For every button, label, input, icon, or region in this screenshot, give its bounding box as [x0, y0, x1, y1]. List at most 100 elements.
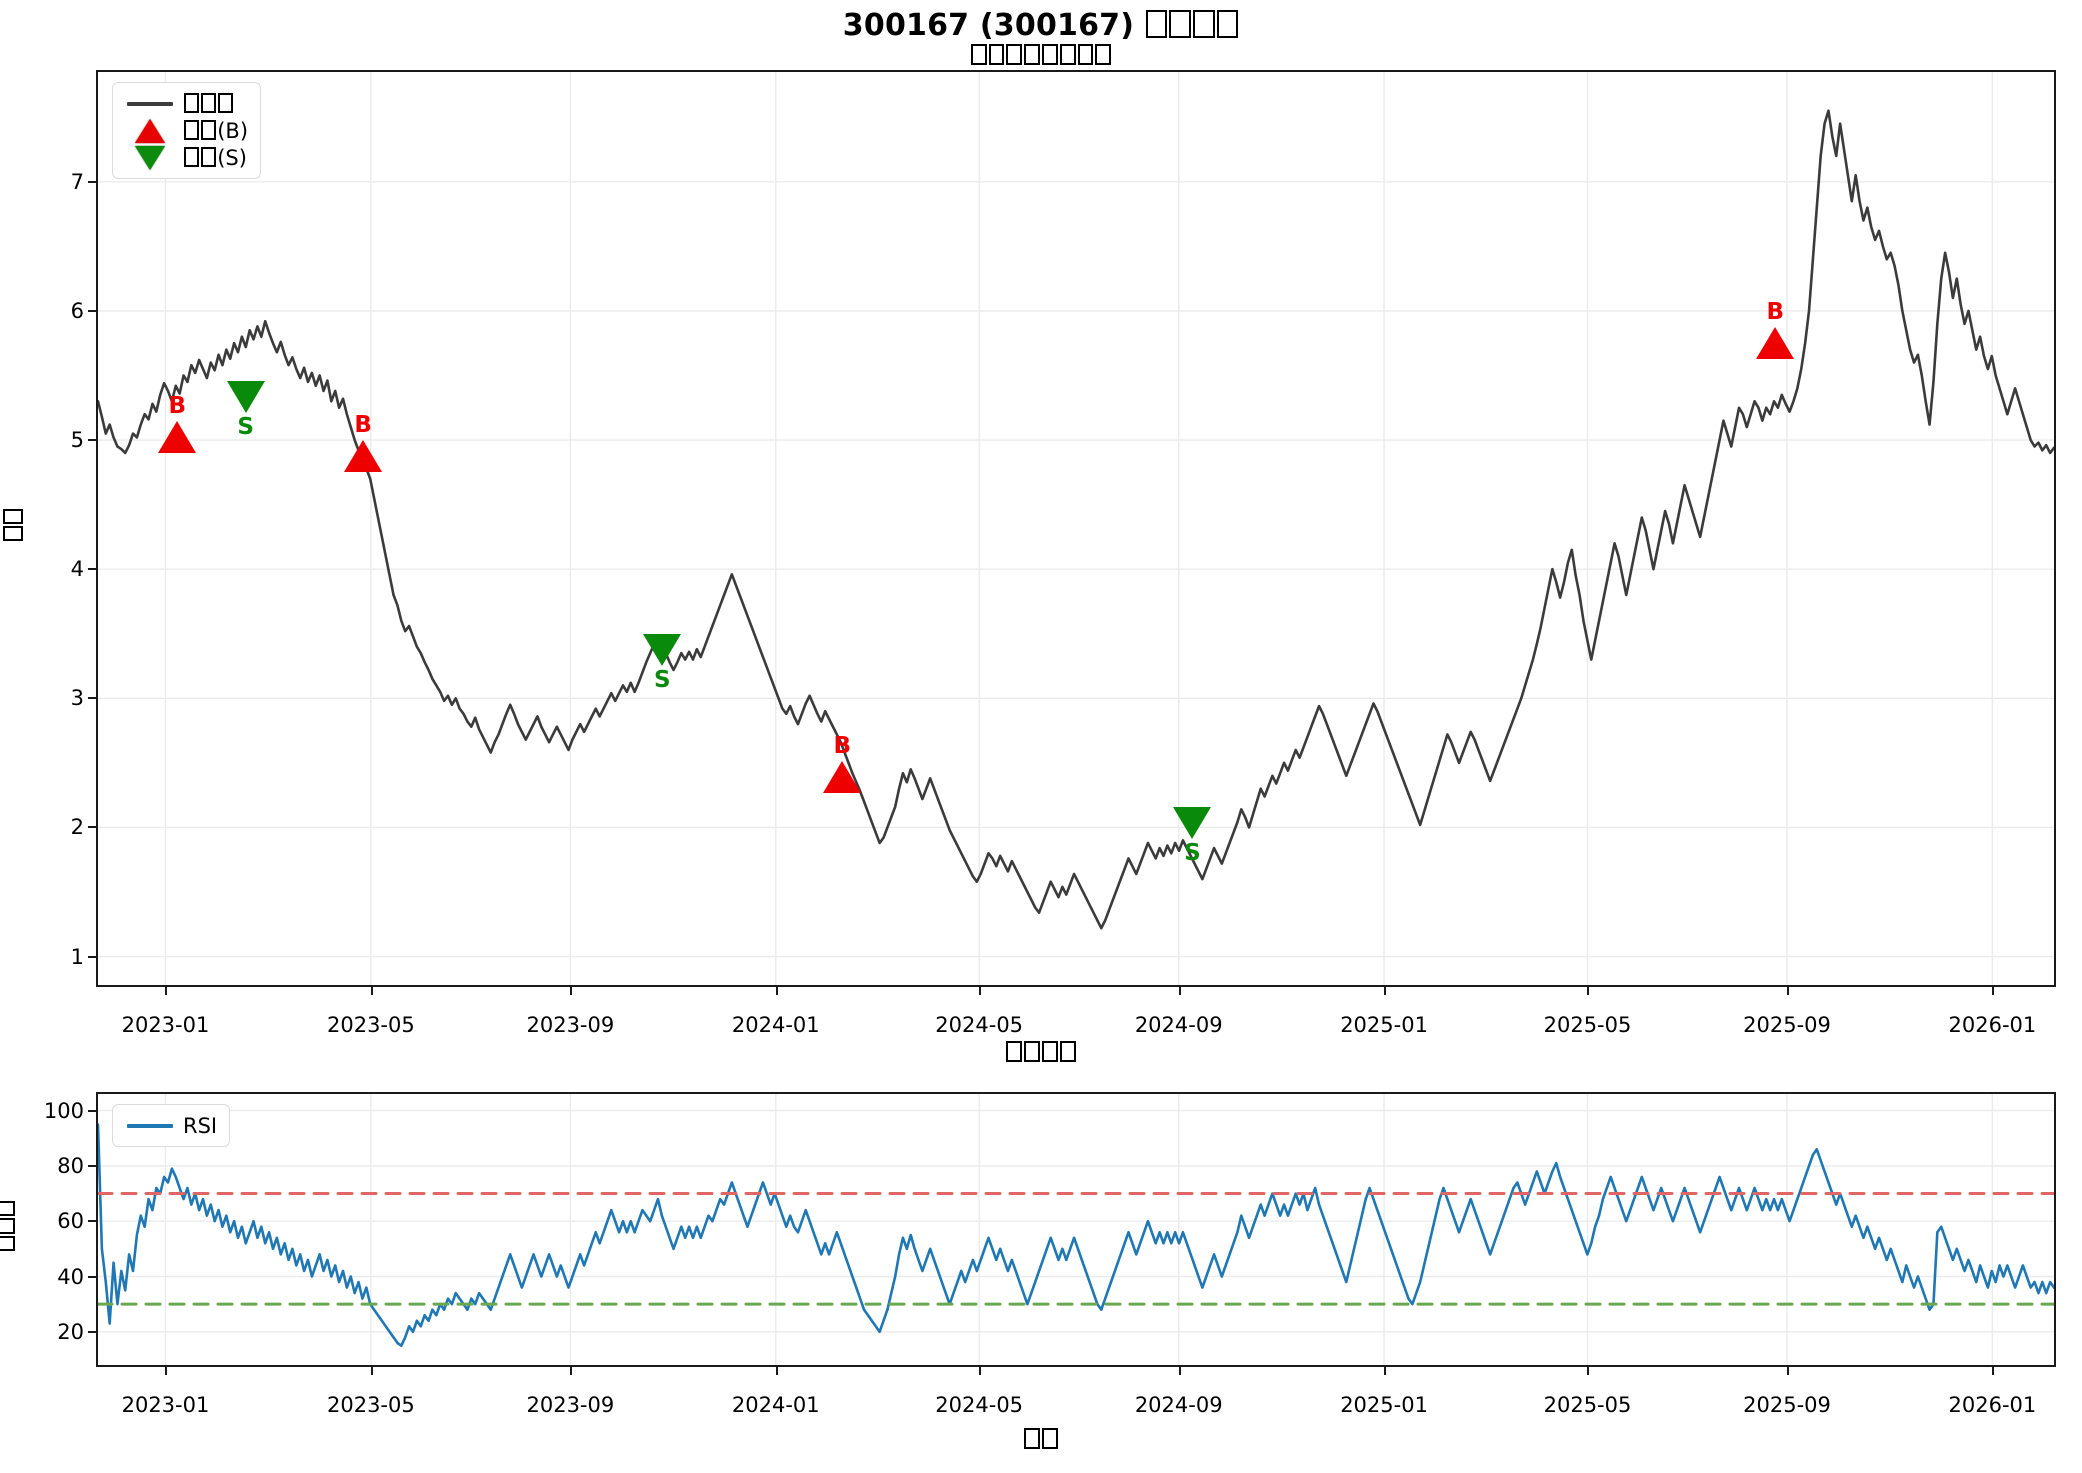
- price-y-tick: 7: [70, 169, 84, 194]
- rsi-x-tick-mark: [165, 1367, 168, 1375]
- rsi-y-tick-mark: [88, 1220, 96, 1223]
- rsi-y-tick: 100: [43, 1098, 84, 1123]
- price-y-tick-mark: [88, 826, 96, 829]
- legend-item-close: [123, 90, 248, 117]
- rsi-x-tick-mark: [1384, 1367, 1387, 1375]
- page-title-suffix: [1145, 8, 1239, 43]
- legend-label-sell: [183, 146, 217, 170]
- triangle-up-icon: [1756, 326, 1795, 359]
- close-line-icon: [123, 101, 177, 106]
- rsi-y-tick: 20: [57, 1319, 84, 1344]
- triangle-down-icon: [643, 634, 682, 667]
- price-x-tick-mark: [1178, 987, 1181, 995]
- rsi-x-tick: 2025-09: [1743, 1393, 1831, 1417]
- price-y-tick-mark: [88, 568, 96, 571]
- triangle-down-icon: [1173, 807, 1212, 840]
- page-subtitle-text: [970, 44, 1113, 69]
- price-x-tick-mark: [1992, 987, 1995, 995]
- sell-marker-label: S: [237, 414, 255, 441]
- sell-marker-label: S: [1184, 840, 1201, 867]
- rsi-legend: RSI: [112, 1104, 231, 1147]
- rsi-x-tick-mark: [1787, 1367, 1789, 1375]
- rsi-x-tick-mark: [370, 1367, 373, 1375]
- sell-marker-label: S: [654, 667, 671, 694]
- price-y-tick: 5: [70, 428, 84, 453]
- rsi-y-tick: 80: [57, 1153, 84, 1178]
- rsi-panel-title: [0, 1041, 2082, 1066]
- price-y-tick-mark: [88, 180, 96, 183]
- buy-marker-label: B: [168, 393, 187, 420]
- price-chart-axes: B S B S B S B: [96, 70, 2056, 987]
- price-x-tick: 2024-01: [731, 1013, 820, 1037]
- legend-item-buy: (B): [123, 117, 248, 144]
- rsi-x-tick: 2023-09: [526, 1393, 615, 1417]
- price-y-tick: 4: [70, 557, 84, 582]
- price-y-tick-mark: [88, 439, 96, 442]
- rsi-y-tick-mark: [88, 1330, 96, 1333]
- price-y-tick: 6: [70, 298, 84, 323]
- buy-marker-label: B: [833, 732, 852, 759]
- price-legend: (B) (S): [112, 82, 262, 179]
- rsi-x-tick: 2024-01: [731, 1393, 820, 1417]
- price-y-tick-mark: [88, 309, 96, 312]
- rsi-line-icon: [123, 1123, 177, 1128]
- rsi-x-tick-mark: [1178, 1367, 1181, 1375]
- rsi-x-tick: 2026-01: [1948, 1393, 2037, 1417]
- triangle-up-icon: [344, 440, 383, 473]
- price-y-tick-mark: [88, 697, 96, 700]
- legend-label-sell-suffix: (S): [217, 145, 247, 170]
- buy-marker-label: B: [354, 412, 372, 439]
- price-x-tick-mark: [570, 987, 573, 995]
- legend-item-sell: (S): [123, 144, 248, 171]
- rsi-x-tick-mark: [1587, 1367, 1590, 1375]
- legend-label-buy: [183, 119, 217, 143]
- page-title-code: 300167 (300167): [842, 8, 1135, 43]
- price-x-tick-mark: [165, 987, 168, 995]
- price-x-tick-mark: [979, 987, 982, 995]
- triangle-down-icon: [123, 145, 177, 170]
- rsi-x-tick-mark: [979, 1367, 982, 1375]
- price-x-tick-mark: [1787, 987, 1789, 995]
- price-y-tick-mark: [88, 955, 96, 958]
- rsi-x-tick-mark: [570, 1367, 573, 1375]
- rsi-x-tick: 2023-05: [326, 1393, 415, 1417]
- legend-label-close: [183, 92, 234, 116]
- rsi-x-tick: 2025-05: [1543, 1393, 1632, 1417]
- price-x-tick: 2023-01: [121, 1013, 210, 1037]
- price-x-tick: 2024-09: [1134, 1013, 1223, 1037]
- rsi-y-tick: 40: [57, 1264, 84, 1289]
- rsi-chart-axes: [96, 1092, 2056, 1367]
- price-x-tick: 2025-01: [1340, 1013, 1428, 1037]
- price-plot-area: [98, 72, 2054, 985]
- rsi-x-tick-mark: [1992, 1367, 1995, 1375]
- price-x-tick: 2025-09: [1743, 1013, 1831, 1037]
- price-x-tick: 2024-05: [935, 1013, 1024, 1037]
- price-x-tick-mark: [775, 987, 778, 995]
- rsi-x-tick: 2025-01: [1340, 1393, 1428, 1417]
- price-y-tick: 3: [70, 686, 84, 711]
- rsi-x-tick: 2024-09: [1134, 1393, 1223, 1417]
- price-y-tick: 2: [70, 815, 84, 840]
- triangle-down-icon: [226, 381, 265, 414]
- rsi-plot-area: [98, 1094, 2054, 1365]
- legend-label-buy-suffix: (B): [217, 118, 249, 143]
- rsi-y-tick-mark: [88, 1275, 96, 1278]
- rsi-x-tick-mark: [775, 1367, 778, 1375]
- triangle-up-icon: [158, 421, 197, 454]
- legend-label-rsi: RSI: [183, 1113, 218, 1138]
- price-x-tick-mark: [1587, 987, 1590, 995]
- page-subtitle: [0, 44, 2082, 69]
- triangle-up-icon: [123, 118, 177, 143]
- price-y-tick: 1: [70, 944, 84, 969]
- legend-item-rsi: RSI: [123, 1112, 217, 1139]
- price-x-tick: 2026-01: [1948, 1013, 2037, 1037]
- price-x-tick: 2023-05: [326, 1013, 415, 1037]
- rsi-y-tick-mark: [88, 1164, 96, 1167]
- buy-marker-label: B: [1766, 298, 1785, 325]
- rsi-x-tick: 2023-01: [121, 1393, 210, 1417]
- rsi-y-tick-mark: [88, 1109, 96, 1112]
- page-title: 300167 (300167): [0, 8, 2082, 43]
- rsi-x-tick: 2024-05: [935, 1393, 1024, 1417]
- price-x-tick: 2025-05: [1543, 1013, 1632, 1037]
- rsi-y-tick: 60: [57, 1209, 84, 1234]
